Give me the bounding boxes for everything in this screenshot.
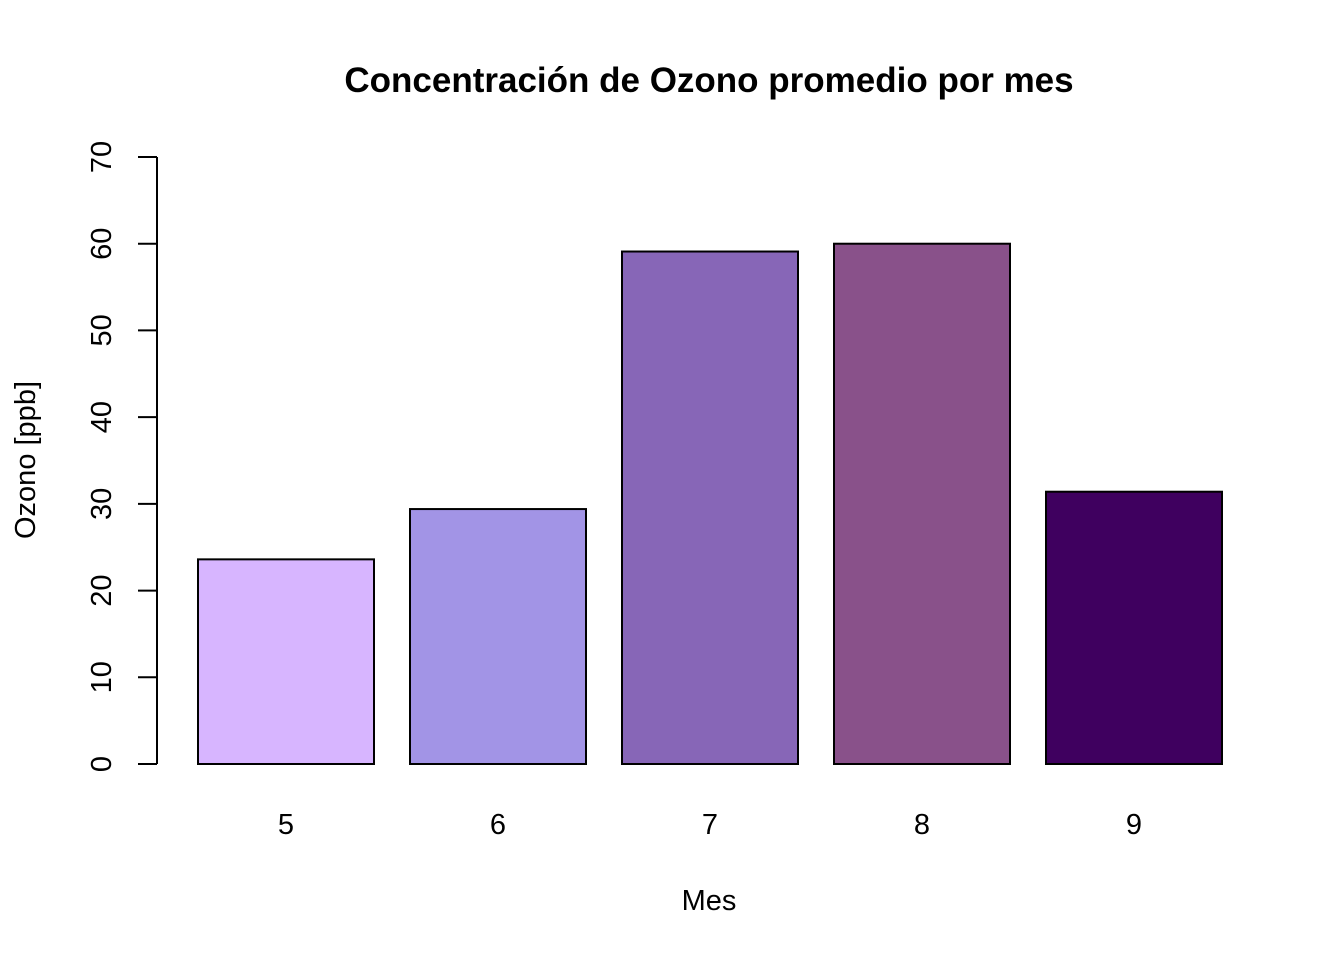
y-tick-label-40: 40 <box>86 401 118 433</box>
y-tick-label-50: 50 <box>86 314 118 346</box>
y-tick-label-0: 0 <box>86 756 118 772</box>
x-tick-label-7: 7 <box>702 809 718 841</box>
x-tick-label-8: 8 <box>914 809 930 841</box>
bar-9 <box>1045 490 1223 765</box>
x-tick-label-9: 9 <box>1126 809 1142 841</box>
x-tick-label-5: 5 <box>278 809 294 841</box>
y-tick-label-10: 10 <box>86 661 118 693</box>
y-tick-label-20: 20 <box>86 574 118 606</box>
chart-title: Concentración de Ozono promedio por mes <box>344 61 1073 100</box>
bar-8 <box>833 242 1011 765</box>
bars-group <box>197 242 1223 766</box>
x-tick-labels: 5 6 7 8 9 <box>278 809 1142 841</box>
y-axis-label: Ozono [ppb] <box>10 381 42 539</box>
bar-7 <box>621 250 799 766</box>
y-axis: 0 10 20 30 40 50 60 70 <box>86 141 158 772</box>
bar-5 <box>197 558 375 766</box>
y-tick-label-70: 70 <box>86 141 118 173</box>
y-tick-label-30: 30 <box>86 488 118 520</box>
x-axis-label: Mes <box>682 885 737 917</box>
y-tick-label-60: 60 <box>86 228 118 260</box>
x-tick-label-6: 6 <box>490 809 506 841</box>
bar-6 <box>409 508 587 765</box>
